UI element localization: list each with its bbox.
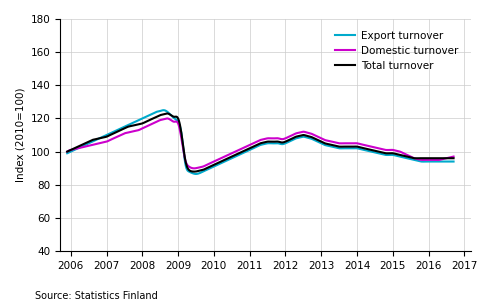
Total turnover bbox=[164, 112, 170, 115]
Export turnover bbox=[323, 143, 329, 147]
Export turnover bbox=[133, 120, 139, 123]
Y-axis label: Index (2010=100): Index (2010=100) bbox=[15, 88, 25, 182]
Domestic turnover bbox=[191, 167, 197, 170]
Text: Source: Statistics Finland: Source: Statistics Finland bbox=[35, 291, 157, 301]
Total turnover bbox=[191, 170, 197, 173]
Domestic turnover bbox=[164, 117, 170, 120]
Domestic turnover bbox=[323, 139, 329, 142]
Line: Total turnover: Total turnover bbox=[67, 113, 454, 171]
Line: Domestic turnover: Domestic turnover bbox=[67, 119, 454, 168]
Export turnover bbox=[64, 151, 70, 155]
Domestic turnover bbox=[451, 155, 457, 158]
Total turnover bbox=[164, 112, 170, 115]
Total turnover bbox=[293, 135, 299, 139]
Export turnover bbox=[293, 136, 299, 140]
Domestic turnover bbox=[356, 142, 362, 146]
Domestic turnover bbox=[64, 150, 70, 154]
Export turnover bbox=[193, 172, 199, 176]
Domestic turnover bbox=[240, 146, 246, 150]
Export turnover bbox=[160, 108, 166, 112]
Total turnover bbox=[356, 145, 362, 149]
Export turnover bbox=[164, 110, 170, 113]
Total turnover bbox=[133, 123, 139, 127]
Export turnover bbox=[240, 151, 246, 155]
Line: Export turnover: Export turnover bbox=[67, 110, 454, 174]
Total turnover bbox=[323, 142, 329, 146]
Domestic turnover bbox=[133, 129, 139, 133]
Total turnover bbox=[64, 150, 70, 154]
Total turnover bbox=[240, 149, 246, 153]
Total turnover bbox=[451, 156, 457, 160]
Export turnover bbox=[451, 160, 457, 163]
Domestic turnover bbox=[164, 117, 170, 120]
Export turnover bbox=[356, 147, 362, 150]
Legend: Export turnover, Domestic turnover, Total turnover: Export turnover, Domestic turnover, Tota… bbox=[330, 26, 462, 75]
Domestic turnover bbox=[293, 132, 299, 135]
